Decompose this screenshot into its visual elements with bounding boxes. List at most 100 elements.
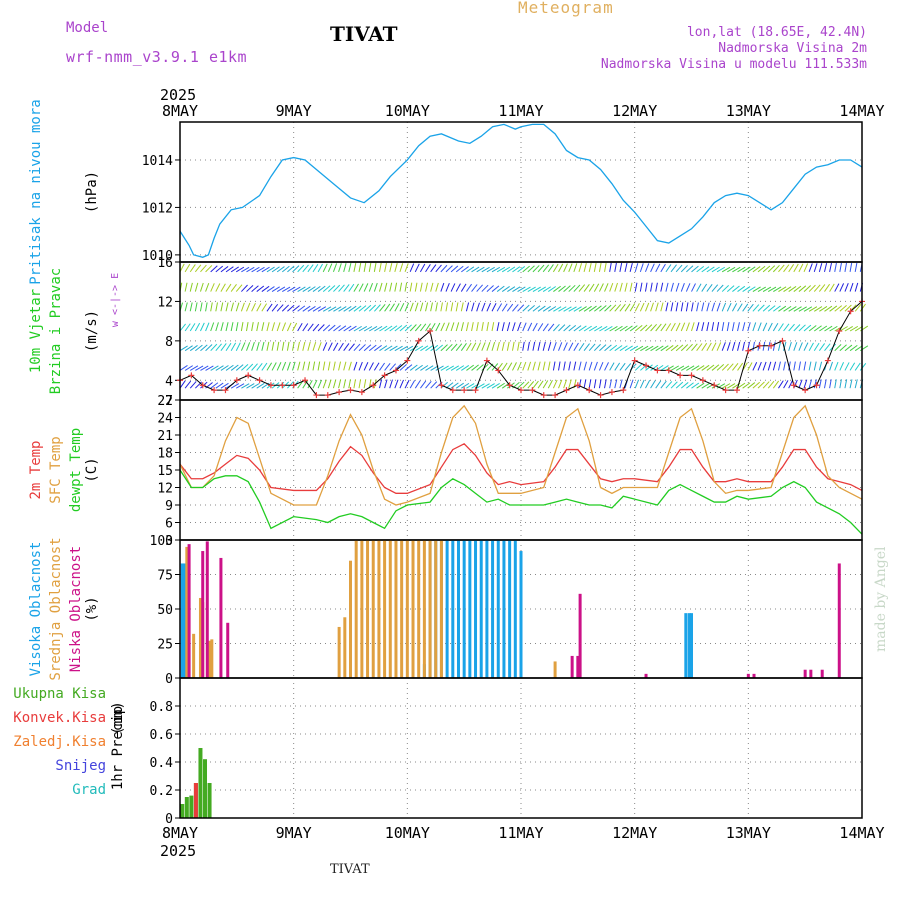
pressure-line bbox=[179, 123, 863, 258]
wind-barb bbox=[399, 263, 404, 273]
wind-barb bbox=[189, 302, 193, 312]
wind-barb bbox=[517, 361, 522, 371]
wind-barb bbox=[686, 265, 694, 273]
wind-barb bbox=[742, 322, 746, 332]
time-tick-label-top: 9MAY bbox=[276, 102, 312, 120]
wind-barb bbox=[742, 303, 749, 312]
wind-gust-marker bbox=[745, 347, 752, 354]
wind-barb bbox=[747, 382, 756, 389]
elevation-line: Nadmorska Visina 2m bbox=[718, 41, 867, 56]
wind-barb bbox=[609, 379, 612, 389]
wind-barb bbox=[287, 304, 295, 312]
wind-barb bbox=[220, 382, 229, 389]
wind-barb bbox=[788, 264, 795, 273]
wind-barb bbox=[537, 361, 541, 371]
wind-barb bbox=[757, 265, 766, 273]
wind-barb bbox=[583, 361, 587, 371]
wind-barb bbox=[732, 266, 741, 273]
wind-barb bbox=[512, 304, 519, 312]
wind-barb bbox=[246, 322, 249, 332]
wind-barb bbox=[184, 365, 193, 371]
wind-barb bbox=[527, 286, 536, 293]
wind-barb bbox=[266, 286, 275, 292]
wind-barb bbox=[220, 266, 229, 273]
wind-barb bbox=[194, 302, 198, 312]
panel-ylabel: Niska Oblacnost bbox=[68, 546, 84, 672]
wind-barb bbox=[389, 303, 395, 312]
wind-barb bbox=[614, 282, 618, 292]
wind-barb bbox=[819, 306, 828, 312]
y-tick-label: 8 bbox=[165, 335, 173, 350]
wind-barb bbox=[527, 265, 535, 273]
y-tick-label: 2 bbox=[165, 394, 173, 409]
wind-barb bbox=[824, 262, 828, 272]
wind-barb bbox=[389, 282, 393, 292]
wind-barb bbox=[568, 263, 573, 273]
data-bar bbox=[207, 783, 212, 818]
wind-barb bbox=[624, 363, 632, 371]
y-tick-label: 1012 bbox=[142, 201, 173, 216]
wind-barb bbox=[404, 302, 409, 312]
y-tick-label: 0.4 bbox=[150, 756, 174, 771]
wind-barb bbox=[849, 325, 859, 332]
wind-barb bbox=[271, 303, 279, 312]
wind-barb bbox=[645, 364, 653, 371]
wind-barb bbox=[419, 263, 426, 273]
wind-barb bbox=[210, 365, 219, 371]
wind-barb bbox=[445, 302, 449, 312]
wind-barb bbox=[537, 305, 546, 312]
wind-barb bbox=[660, 302, 664, 312]
wind-barb bbox=[803, 361, 807, 371]
wind-barb bbox=[297, 305, 306, 312]
wind-barb bbox=[522, 304, 530, 312]
wind-barb bbox=[553, 323, 560, 332]
time-tick-label-top: 14MAY bbox=[839, 102, 884, 120]
wind-barb bbox=[466, 383, 475, 389]
wind-barb bbox=[205, 302, 208, 312]
wind-gust-marker bbox=[199, 382, 206, 389]
wind-barb bbox=[660, 365, 669, 371]
wind-barb bbox=[711, 342, 717, 351]
wind-barb bbox=[450, 343, 458, 352]
wind-barb bbox=[752, 304, 760, 312]
wind-barb bbox=[568, 379, 572, 389]
wind-barb bbox=[440, 344, 448, 352]
data-bar bbox=[434, 540, 438, 678]
wind-barb bbox=[420, 345, 429, 352]
data-bar bbox=[491, 540, 495, 678]
wind-barb bbox=[783, 264, 790, 273]
wind-barb bbox=[552, 263, 559, 273]
wind-barb bbox=[588, 379, 592, 389]
y-tick-label: 0.2 bbox=[150, 784, 173, 799]
wind-barb bbox=[317, 306, 327, 312]
wind-barb bbox=[184, 345, 193, 352]
wind-barb bbox=[445, 283, 450, 292]
wind-barb bbox=[506, 362, 513, 371]
wind-barb bbox=[425, 282, 429, 292]
wind-barb bbox=[327, 285, 336, 292]
wind-barb bbox=[629, 345, 639, 352]
wind-barb bbox=[824, 305, 833, 312]
wind-barb bbox=[210, 382, 219, 389]
wind-barb bbox=[440, 282, 445, 292]
wind-barb bbox=[486, 285, 494, 292]
wind-barb bbox=[251, 285, 259, 292]
wind-barb bbox=[721, 322, 725, 332]
wind-barb bbox=[752, 286, 761, 292]
y-tick-label: 0.6 bbox=[150, 728, 173, 743]
wind-barb bbox=[583, 343, 590, 352]
wind-barb bbox=[696, 266, 705, 273]
wind-barb bbox=[670, 381, 678, 389]
wind-barb bbox=[583, 284, 590, 292]
wind-barb bbox=[813, 325, 822, 332]
data-bar bbox=[456, 540, 460, 678]
wind-barb bbox=[844, 262, 848, 272]
wind-barb bbox=[466, 364, 475, 371]
y-tick-label: 1010 bbox=[142, 249, 173, 264]
wind-barb bbox=[854, 362, 861, 371]
wind-barb bbox=[829, 305, 838, 312]
wind-barb bbox=[655, 323, 662, 332]
wind-barb bbox=[292, 341, 295, 351]
wind-barb bbox=[660, 323, 667, 332]
